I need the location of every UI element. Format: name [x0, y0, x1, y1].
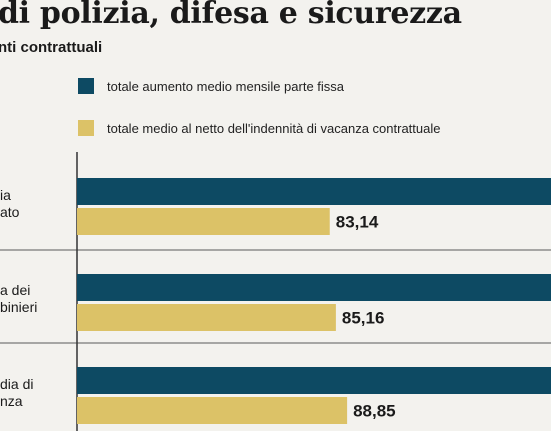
legend-label-net-average: totale medio al netto dell'indennità di … [107, 120, 441, 136]
data-label-3: 88,85 [353, 402, 396, 421]
legend-item-net-average: totale medio al netto dell'indennità di … [78, 117, 440, 139]
bar-fixed-increase-1 [77, 178, 551, 205]
data-label-2: 85,16 [342, 309, 385, 328]
legend-label-fixed-increase: totale aumento medio mensile parte fissa [107, 78, 345, 94]
legend-swatch-gold [78, 120, 94, 136]
data-label-1: 83,14 [336, 213, 379, 232]
legend-swatch-blue [78, 78, 94, 94]
category-label-3: dia di nza [0, 376, 34, 409]
chart-title: di polizia, difesa e sicurezza [0, 0, 462, 31]
bar-fixed-increase-2 [77, 274, 551, 301]
bar-net-average-1 [77, 208, 330, 235]
category-label-1: ia ato [0, 187, 20, 220]
legend-item-fixed-increase: totale aumento medio mensile parte fissa [78, 75, 344, 97]
category-label-2: a dei binieri [0, 282, 38, 315]
bar-fixed-increase-3 [77, 367, 551, 394]
bar-net-average-3 [77, 397, 348, 424]
chart-subtitle: nti contrattuali [0, 39, 103, 56]
bar-net-average-2 [77, 304, 336, 331]
